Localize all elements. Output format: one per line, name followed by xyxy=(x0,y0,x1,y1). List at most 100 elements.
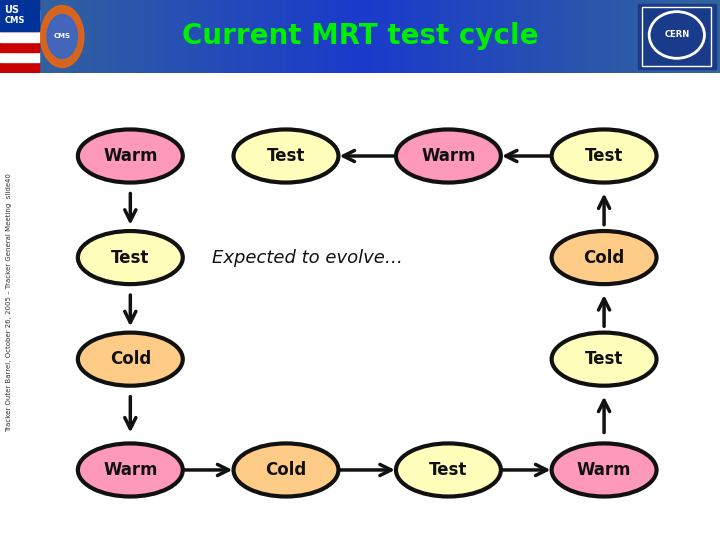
Bar xyxy=(180,0,187,73)
Bar xyxy=(151,0,158,73)
Text: CERN: CERN xyxy=(664,30,690,39)
Bar xyxy=(706,0,713,73)
Bar xyxy=(526,0,533,73)
Bar xyxy=(432,0,439,73)
Bar xyxy=(194,0,202,73)
Bar xyxy=(374,0,382,73)
Text: Warm: Warm xyxy=(421,147,476,165)
Text: CMS: CMS xyxy=(54,33,71,39)
Bar xyxy=(425,0,432,73)
Bar xyxy=(288,0,295,73)
Text: Warm: Warm xyxy=(577,461,631,479)
Text: Expected to evolve…: Expected to evolve… xyxy=(212,248,402,267)
Text: Cold: Cold xyxy=(583,248,625,267)
Bar xyxy=(115,0,122,73)
Bar xyxy=(310,0,317,73)
Bar xyxy=(655,0,662,73)
Text: Test: Test xyxy=(429,461,467,479)
Bar xyxy=(202,0,209,73)
Bar xyxy=(576,0,583,73)
Bar xyxy=(590,0,598,73)
Bar xyxy=(266,0,274,73)
Bar xyxy=(331,0,338,73)
Ellipse shape xyxy=(78,333,183,386)
Bar xyxy=(101,0,108,73)
Ellipse shape xyxy=(396,130,501,183)
Bar xyxy=(468,0,475,73)
Text: Warm: Warm xyxy=(103,461,158,479)
Bar xyxy=(605,0,612,73)
Text: Current MRT test cycle: Current MRT test cycle xyxy=(181,23,539,50)
Ellipse shape xyxy=(40,5,84,68)
Text: Cold: Cold xyxy=(266,461,307,479)
Ellipse shape xyxy=(233,130,338,183)
Bar xyxy=(338,0,346,73)
Bar xyxy=(504,0,511,73)
Bar xyxy=(43,0,50,73)
Bar xyxy=(0,42,39,52)
Bar xyxy=(670,0,677,73)
Bar xyxy=(626,0,634,73)
Bar xyxy=(36,0,43,73)
Bar xyxy=(230,0,238,73)
Bar xyxy=(562,0,569,73)
Text: US: US xyxy=(4,5,19,15)
Bar xyxy=(642,7,711,65)
Bar xyxy=(0,0,39,10)
Text: Test: Test xyxy=(585,147,624,165)
Bar xyxy=(382,0,389,73)
Bar xyxy=(324,0,331,73)
Ellipse shape xyxy=(78,231,183,284)
Bar xyxy=(281,0,288,73)
Bar xyxy=(245,0,252,73)
Ellipse shape xyxy=(552,443,657,496)
Bar xyxy=(94,0,101,73)
Bar xyxy=(50,0,58,73)
Bar xyxy=(446,0,454,73)
Bar xyxy=(302,0,310,73)
Bar xyxy=(108,0,115,73)
Bar xyxy=(511,0,518,73)
Bar xyxy=(0,0,7,73)
Bar xyxy=(166,0,173,73)
Bar xyxy=(475,0,482,73)
Text: Warm: Warm xyxy=(103,147,158,165)
Bar xyxy=(698,0,706,73)
Bar xyxy=(518,0,526,73)
Bar xyxy=(367,0,374,73)
Text: Test: Test xyxy=(111,248,150,267)
Bar xyxy=(0,10,39,21)
Bar xyxy=(238,0,245,73)
Bar xyxy=(619,0,626,73)
Bar xyxy=(346,0,353,73)
Ellipse shape xyxy=(78,443,183,496)
Ellipse shape xyxy=(233,443,338,496)
Bar xyxy=(130,0,137,73)
Bar xyxy=(612,0,619,73)
Bar xyxy=(0,52,39,63)
Bar xyxy=(122,0,130,73)
Bar xyxy=(533,0,540,73)
Bar xyxy=(317,0,324,73)
Bar xyxy=(569,0,576,73)
Bar xyxy=(79,0,86,73)
Bar xyxy=(396,0,403,73)
Bar xyxy=(259,0,266,73)
Bar xyxy=(547,0,554,73)
Bar xyxy=(173,0,180,73)
Bar xyxy=(223,0,230,73)
Bar xyxy=(295,0,302,73)
Bar xyxy=(497,0,504,73)
Ellipse shape xyxy=(396,443,501,496)
Bar xyxy=(598,0,605,73)
Bar xyxy=(634,0,641,73)
Bar xyxy=(7,0,14,73)
Bar xyxy=(72,0,79,73)
Ellipse shape xyxy=(552,130,657,183)
Bar xyxy=(65,0,72,73)
Bar xyxy=(490,0,497,73)
Bar xyxy=(454,0,461,73)
Bar xyxy=(648,0,655,73)
Bar xyxy=(252,0,259,73)
Bar xyxy=(389,0,396,73)
